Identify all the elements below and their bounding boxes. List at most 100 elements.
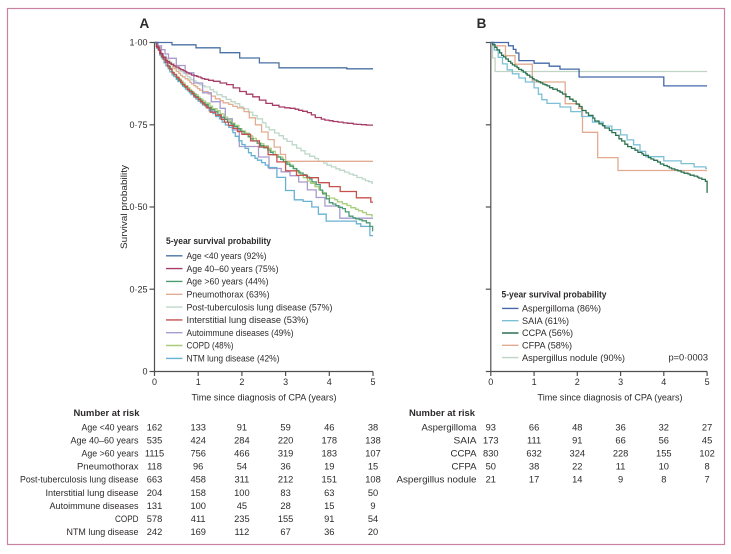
svg-text:324: 324 [570, 449, 586, 459]
svg-text:36: 36 [324, 527, 334, 537]
svg-text:411: 411 [191, 514, 206, 524]
svg-text:151: 151 [322, 475, 338, 485]
svg-text:36: 36 [280, 462, 290, 472]
svg-text:228: 228 [613, 449, 629, 459]
svg-text:91: 91 [324, 514, 334, 524]
svg-text:Aspergillus nodule: Aspergillus nodule [397, 475, 477, 485]
svg-text:100: 100 [234, 488, 250, 498]
svg-text:155: 155 [278, 514, 294, 524]
svg-text:311: 311 [234, 475, 249, 485]
svg-text:Autoimmune diseases (49%): Autoimmune diseases (49%) [187, 328, 294, 338]
svg-text:242: 242 [147, 527, 163, 537]
svg-text:67: 67 [280, 527, 290, 537]
svg-text:138: 138 [365, 435, 381, 445]
svg-text:Time since diagnosis of CPA (y: Time since diagnosis of CPA (years) [192, 393, 337, 403]
svg-text:Interstitial lung disease: Interstitial lung disease [46, 488, 139, 498]
svg-text:5: 5 [705, 377, 710, 387]
svg-text:319: 319 [278, 449, 294, 459]
svg-text:100: 100 [190, 501, 206, 511]
svg-text:27: 27 [702, 422, 712, 432]
svg-text:15: 15 [368, 462, 378, 472]
svg-text:204: 204 [147, 488, 163, 498]
svg-text:NTM lung disease (42%): NTM lung disease (42%) [187, 354, 280, 364]
svg-text:107: 107 [365, 449, 381, 459]
svg-text:59: 59 [280, 422, 290, 432]
svg-text:Post-tuberculosis lung disease: Post-tuberculosis lung disease [20, 475, 139, 485]
svg-text:2: 2 [239, 377, 244, 387]
svg-text:178: 178 [322, 435, 338, 445]
svg-text:Interstitial lung disease (53%: Interstitial lung disease (53%) [187, 315, 309, 325]
svg-text:3: 3 [283, 377, 288, 387]
svg-text:133: 133 [190, 422, 206, 432]
svg-text:38: 38 [529, 462, 539, 472]
svg-text:28: 28 [280, 501, 290, 511]
svg-text:32: 32 [659, 422, 669, 432]
svg-text:9: 9 [618, 475, 623, 485]
svg-text:102: 102 [699, 449, 715, 459]
svg-text:5: 5 [370, 377, 375, 387]
svg-text:8: 8 [661, 475, 666, 485]
svg-text:108: 108 [365, 475, 381, 485]
svg-text:91: 91 [237, 422, 247, 432]
svg-text:162: 162 [147, 422, 163, 432]
svg-text:Age <40 years: Age <40 years [82, 422, 139, 432]
svg-text:45: 45 [702, 435, 712, 445]
svg-text:131: 131 [147, 501, 163, 511]
svg-text:66: 66 [615, 435, 625, 445]
svg-text:0: 0 [488, 377, 493, 387]
svg-text:19: 19 [324, 462, 334, 472]
svg-text:Age 40–60 years: Age 40–60 years [71, 435, 139, 445]
svg-text:112: 112 [234, 527, 249, 537]
svg-text:458: 458 [190, 475, 206, 485]
svg-text:1115: 1115 [145, 449, 164, 459]
svg-text:424: 424 [190, 435, 206, 445]
svg-text:63: 63 [324, 488, 334, 498]
svg-text:Number at risk: Number at risk [409, 408, 476, 418]
svg-text:CFPA (58%): CFPA (58%) [522, 341, 572, 351]
svg-text:220: 220 [278, 435, 294, 445]
svg-text:0·75: 0·75 [129, 120, 147, 130]
svg-text:284: 284 [234, 435, 250, 445]
svg-text:36: 36 [615, 422, 625, 432]
svg-text:2: 2 [575, 377, 580, 387]
svg-text:5-year survival probability: 5-year survival probability [166, 235, 272, 246]
svg-text:5-year survival probability: 5-year survival probability [502, 289, 608, 300]
svg-text:0: 0 [142, 367, 147, 377]
svg-text:COPD: COPD [115, 514, 139, 524]
svg-text:158: 158 [190, 488, 206, 498]
svg-text:p=0·0003: p=0·0003 [668, 353, 708, 363]
svg-text:0·50: 0·50 [129, 202, 147, 212]
svg-text:NTM lung disease: NTM lung disease [67, 527, 139, 537]
svg-text:Age >60 years: Age >60 years [82, 449, 139, 459]
svg-text:Pneumothorax: Pneumothorax [77, 462, 139, 472]
svg-text:3: 3 [618, 377, 623, 387]
svg-text:56: 56 [659, 435, 669, 445]
svg-text:CFPA: CFPA [452, 462, 478, 472]
svg-text:183: 183 [322, 449, 338, 459]
svg-text:0: 0 [152, 377, 157, 387]
svg-text:14: 14 [572, 475, 582, 485]
svg-text:15: 15 [324, 501, 334, 511]
svg-text:SAIA (61%): SAIA (61%) [522, 316, 569, 326]
svg-text:4: 4 [327, 377, 332, 387]
svg-text:11: 11 [616, 462, 626, 472]
svg-text:212: 212 [278, 475, 294, 485]
svg-text:Aspergilloma (86%): Aspergilloma (86%) [522, 304, 601, 314]
svg-text:66: 66 [529, 422, 539, 432]
svg-text:83: 83 [280, 488, 290, 498]
svg-text:9: 9 [370, 501, 375, 511]
svg-text:Number at risk: Number at risk [74, 408, 141, 418]
svg-text:Aspergillus nodule (90%): Aspergillus nodule (90%) [522, 353, 625, 363]
svg-text:96: 96 [193, 462, 203, 472]
svg-text:A: A [140, 16, 150, 31]
svg-text:756: 756 [190, 449, 206, 459]
svg-text:111: 111 [527, 435, 541, 445]
svg-text:45: 45 [237, 501, 247, 511]
svg-text:38: 38 [368, 422, 378, 432]
svg-text:93: 93 [486, 422, 496, 432]
svg-text:235: 235 [234, 514, 250, 524]
svg-text:B: B [477, 16, 487, 31]
svg-text:20: 20 [368, 527, 378, 537]
svg-text:50: 50 [368, 488, 378, 498]
svg-text:Autoimmune diseases: Autoimmune diseases [50, 501, 139, 511]
